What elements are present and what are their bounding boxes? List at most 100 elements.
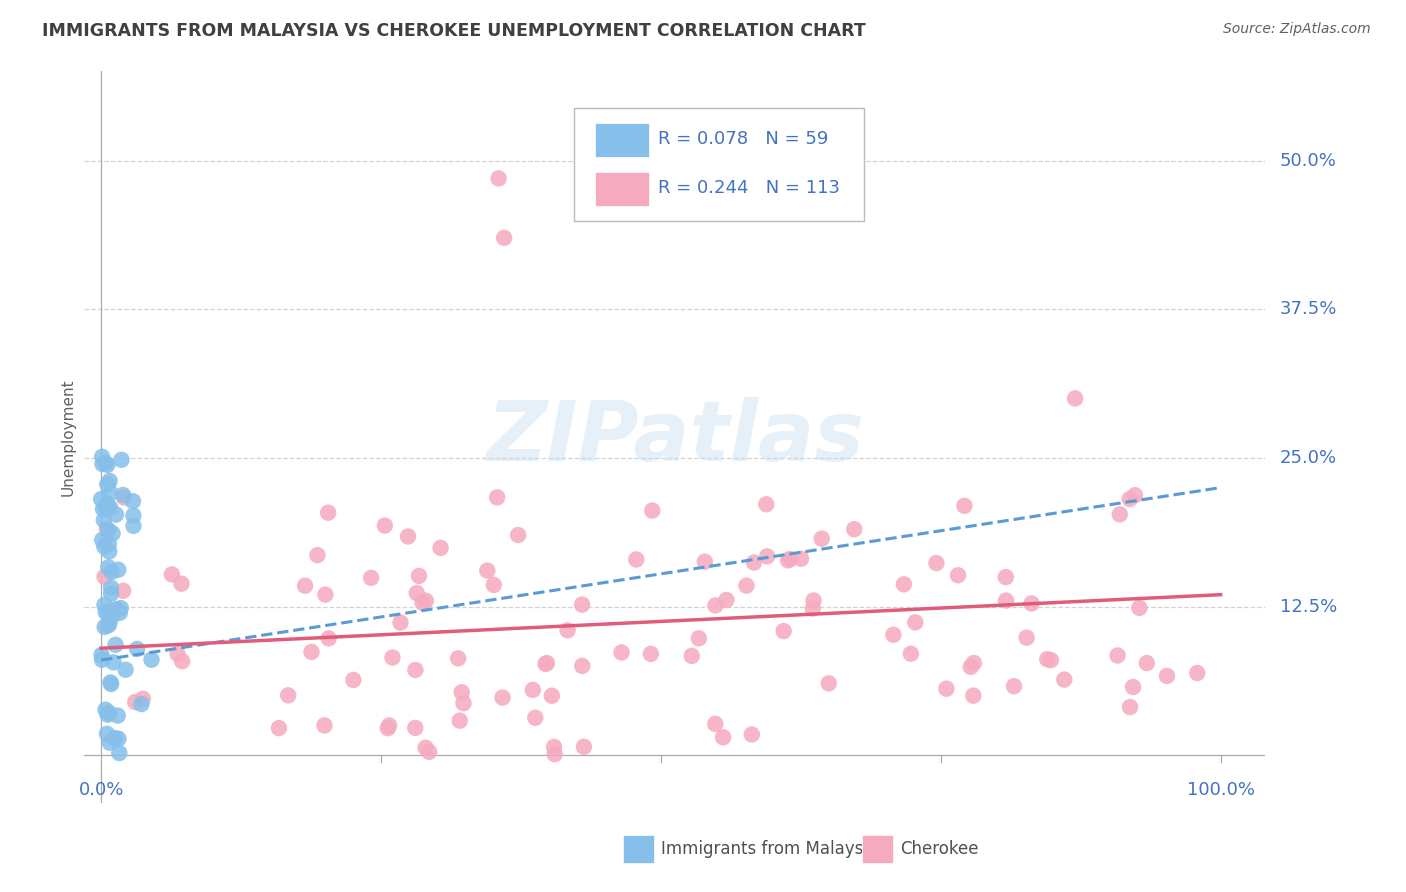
Point (447, 651, 470, 665)
Point (543, 739, 565, 754)
Point (711, 730, 734, 744)
Point (486, 491, 509, 505)
Text: 25.0%: 25.0% (1279, 449, 1337, 467)
Point (741, 727, 763, 741)
Point (97, 560, 120, 574)
Point (801, 601, 824, 615)
Point (108, 606, 131, 620)
Point (962, 689, 984, 703)
Point (640, 647, 662, 661)
Point (1064, 392, 1087, 406)
Point (93, 620, 115, 634)
Point (122, 494, 145, 508)
Point (641, 503, 664, 517)
Point (100, 677, 122, 691)
Point (404, 721, 426, 735)
Point (141, 653, 163, 667)
Point (693, 555, 716, 569)
Point (1002, 679, 1025, 693)
Point (105, 508, 128, 522)
Point (172, 654, 194, 668)
Point (318, 632, 340, 646)
Point (946, 568, 969, 582)
Point (114, 663, 136, 677)
Point (418, 745, 440, 759)
Point (91, 533, 114, 547)
Text: R = 0.078   N = 59: R = 0.078 N = 59 (658, 130, 828, 148)
Point (96, 458, 118, 472)
Point (429, 541, 451, 555)
Point (1036, 652, 1059, 666)
Point (953, 499, 976, 513)
Y-axis label: Unemployment: Unemployment (60, 378, 76, 496)
Point (900, 647, 922, 661)
Point (132, 691, 155, 706)
Point (377, 721, 399, 735)
Point (166, 647, 188, 661)
Point (995, 593, 1018, 607)
FancyBboxPatch shape (595, 172, 650, 206)
Point (477, 564, 499, 578)
Point (110, 601, 132, 615)
Text: 0.0%: 0.0% (79, 781, 124, 799)
Point (374, 518, 396, 533)
Point (98, 474, 121, 488)
Point (756, 549, 779, 564)
Point (267, 721, 290, 735)
Point (704, 717, 727, 731)
Point (100, 675, 122, 690)
Point (91, 450, 114, 464)
Point (96, 501, 118, 516)
Point (97, 618, 120, 632)
Point (810, 532, 832, 546)
Point (98, 736, 121, 750)
Point (100, 486, 122, 500)
Text: 100.0%: 100.0% (1187, 781, 1254, 799)
Point (755, 497, 778, 511)
Point (450, 685, 472, 699)
Point (101, 609, 124, 624)
Point (571, 659, 593, 673)
Point (935, 681, 957, 696)
Point (544, 747, 567, 762)
Point (1107, 648, 1129, 663)
Point (107, 708, 129, 723)
Text: Source: ZipAtlas.com: Source: ZipAtlas.com (1223, 22, 1371, 37)
Point (100, 565, 122, 579)
Point (882, 628, 904, 642)
Point (127, 642, 149, 657)
Point (1122, 680, 1144, 694)
Point (1021, 597, 1043, 611)
Point (904, 615, 927, 630)
Point (742, 556, 765, 570)
Point (105, 602, 128, 616)
FancyBboxPatch shape (623, 835, 654, 863)
Point (93, 540, 115, 554)
Point (776, 553, 799, 567)
Point (626, 552, 648, 566)
Point (100, 587, 122, 601)
Point (688, 632, 710, 646)
Point (112, 491, 135, 505)
Point (959, 660, 981, 674)
FancyBboxPatch shape (595, 123, 650, 157)
Point (93, 513, 115, 527)
Point (104, 731, 127, 745)
Point (131, 697, 153, 711)
Point (790, 551, 813, 566)
Point (277, 689, 299, 703)
Point (1015, 631, 1038, 645)
Point (534, 657, 557, 671)
Point (536, 656, 558, 670)
Point (488, 171, 510, 186)
Point (522, 682, 544, 697)
Point (94, 703, 117, 717)
Point (524, 711, 547, 725)
Point (160, 567, 183, 582)
Point (97, 707, 120, 722)
Point (1187, 666, 1209, 681)
Point (96, 477, 118, 491)
Point (107, 731, 129, 746)
Point (94, 605, 117, 619)
Point (1118, 491, 1140, 506)
